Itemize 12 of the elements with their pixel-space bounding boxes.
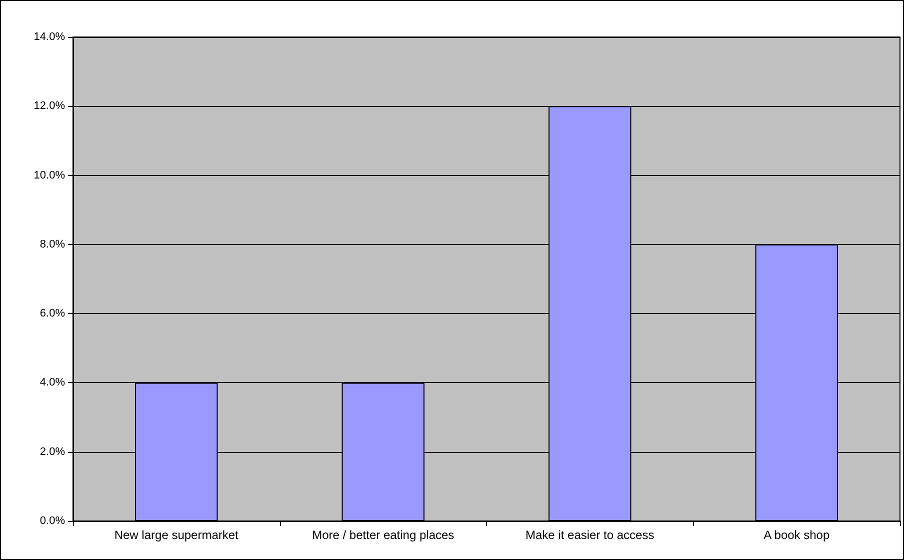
x-tick-label: A book shop bbox=[764, 528, 830, 542]
y-tick-label: 12.0% bbox=[34, 100, 66, 112]
x-tick-label: More / better eating places bbox=[312, 528, 454, 542]
y-tick-label: 8.0% bbox=[40, 238, 66, 250]
y-tick-label: 0.0% bbox=[40, 515, 66, 527]
y-tick-label: 14.0% bbox=[34, 31, 66, 43]
y-tick-label: 6.0% bbox=[40, 308, 66, 320]
y-tick-label: 10.0% bbox=[34, 169, 66, 182]
y-tick-label: 2.0% bbox=[40, 446, 66, 458]
x-tick-label: New large supermarket bbox=[114, 528, 240, 542]
x-tick-label: Make it easier to access bbox=[526, 528, 654, 542]
y-tick-label: 4.0% bbox=[40, 376, 66, 389]
